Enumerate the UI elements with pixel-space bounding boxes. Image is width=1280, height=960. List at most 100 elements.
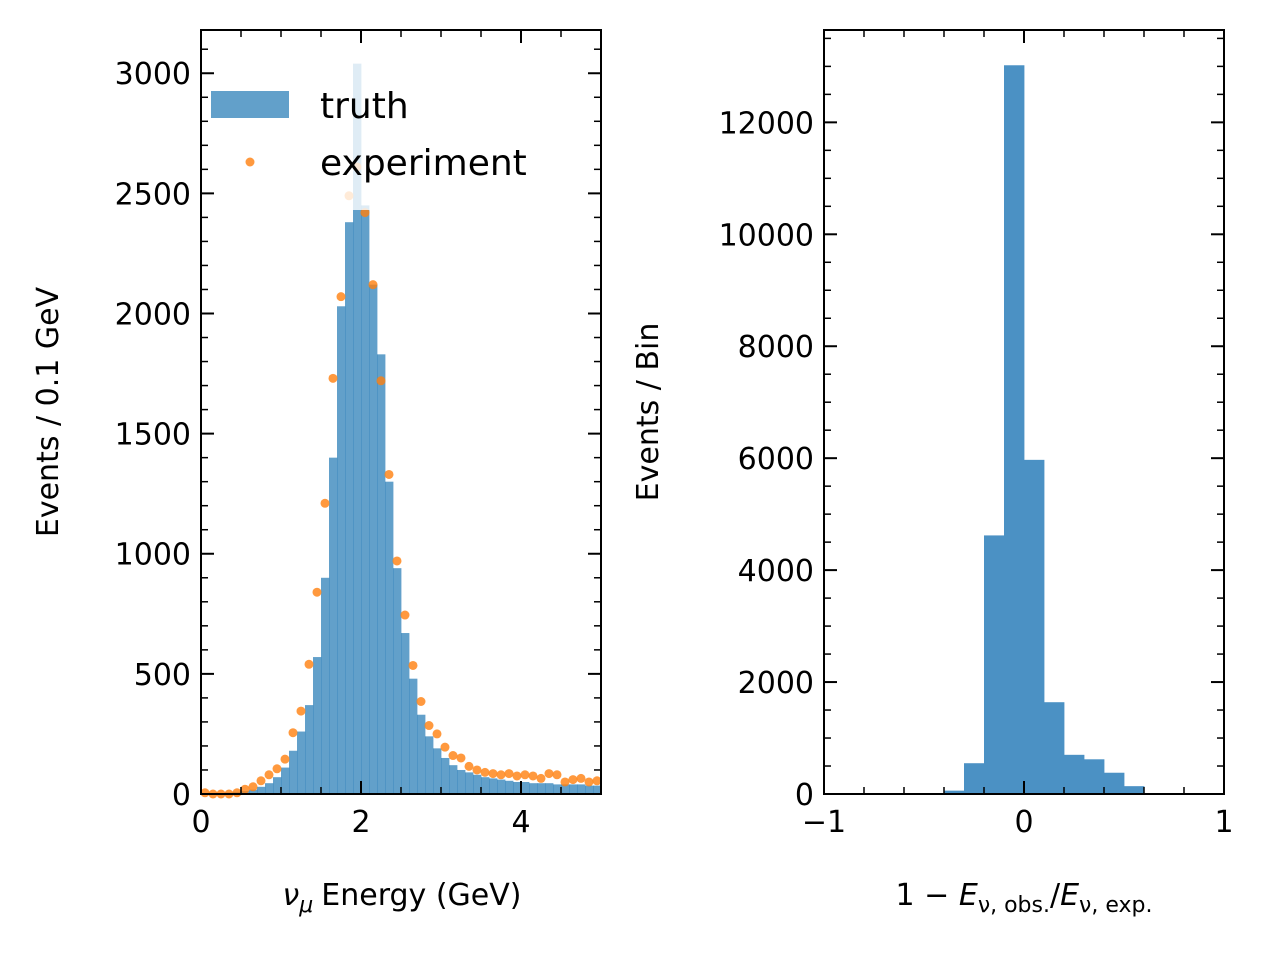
experiment-point xyxy=(360,208,370,218)
truth-bar xyxy=(521,781,530,794)
truth-bar xyxy=(281,767,290,794)
y-tick-label: 4000 xyxy=(738,554,814,589)
truth-bar xyxy=(577,784,586,794)
truth-bar xyxy=(441,757,450,794)
xlabel-lead: 1 − xyxy=(896,878,959,913)
y-tick-label: 1000 xyxy=(115,538,191,573)
experiment-point xyxy=(480,767,490,777)
truth-bar xyxy=(409,678,418,794)
experiment-point xyxy=(592,776,602,786)
experiment-point xyxy=(416,697,426,707)
experiment-point xyxy=(296,706,306,716)
truth-bar xyxy=(473,774,482,794)
experiment-point xyxy=(392,556,402,566)
y-tick-label: 500 xyxy=(134,658,191,693)
truth-bar xyxy=(369,284,378,794)
experiment-point xyxy=(232,788,242,798)
legend-swatch-truth xyxy=(211,91,289,118)
left-ticks: 0 2 4 0 500 1000 1500 2000 2500 3000 xyxy=(115,30,602,840)
truth-bar xyxy=(273,777,282,794)
legend-label-experiment: experiment xyxy=(320,143,527,184)
experiment-point xyxy=(432,729,442,739)
y-tick-label: 0 xyxy=(795,778,814,813)
x-tick-label: 1 xyxy=(1214,805,1233,840)
truth-bar xyxy=(393,568,402,794)
experiment-point xyxy=(528,771,538,781)
truth-bar xyxy=(329,457,338,794)
truth-bar xyxy=(305,705,314,794)
left-y-axis-label: Events / 0.1 GeV xyxy=(31,286,66,537)
truth-bar xyxy=(585,785,594,794)
experiment-point xyxy=(584,777,594,787)
experiment-point xyxy=(304,659,314,669)
truth-histogram xyxy=(201,63,602,795)
experiment-point xyxy=(368,280,378,290)
right-x-axis-label: 1 − Eν, obs./Eν, exp. xyxy=(896,878,1153,918)
legend-label-truth: truth xyxy=(320,86,409,127)
truth-bar xyxy=(345,222,354,794)
experiment-point xyxy=(248,782,258,792)
y-tick-label: 0 xyxy=(172,778,191,813)
residual-bar xyxy=(1044,702,1065,794)
experiment-point xyxy=(328,373,338,383)
experiment-point xyxy=(384,469,394,479)
truth-bar xyxy=(481,777,490,794)
truth-bar xyxy=(553,784,562,794)
y-tick-label: 12000 xyxy=(719,106,814,141)
experiment-point xyxy=(264,770,274,780)
experiment-point xyxy=(240,784,250,794)
truth-bar xyxy=(353,63,362,795)
residual-bar xyxy=(1024,459,1045,794)
xlabel-energy: Energy (GeV) xyxy=(321,878,521,913)
experiment-point xyxy=(400,610,410,620)
truth-bar xyxy=(529,783,538,794)
y-tick-label: 2000 xyxy=(738,666,814,701)
experiment-point xyxy=(256,776,266,786)
residual-bar xyxy=(1124,786,1145,794)
truth-bar xyxy=(297,731,306,794)
truth-bar xyxy=(505,780,514,794)
legend-background xyxy=(203,50,555,210)
truth-bar xyxy=(537,783,546,794)
experiment-point xyxy=(312,587,322,597)
residual-bar xyxy=(1104,772,1125,794)
y-tick-label: 2500 xyxy=(115,177,191,212)
residual-bar xyxy=(964,763,985,794)
legend-marker-experiment xyxy=(245,157,255,167)
experiment-point xyxy=(448,751,458,761)
experiment-point xyxy=(280,754,290,764)
truth-bar xyxy=(433,748,442,794)
xlabel-sub-exp: ν, exp. xyxy=(1079,893,1152,918)
y-tick-label: 8000 xyxy=(738,330,814,365)
residual-histogram xyxy=(944,65,1145,794)
experiment-point xyxy=(576,773,586,783)
xlabel-e-exp: E xyxy=(1060,878,1079,913)
residual-bar xyxy=(944,790,965,794)
truth-bar xyxy=(561,784,570,794)
legend: truth experiment xyxy=(203,50,555,210)
experiment-point xyxy=(504,769,514,779)
right-y-axis-label: Events / Bin xyxy=(631,323,666,502)
truth-bar xyxy=(361,205,370,794)
residual-bar xyxy=(1004,65,1025,794)
truth-bar xyxy=(289,750,298,794)
experiment-point xyxy=(472,765,482,775)
experiment-point xyxy=(440,742,450,752)
experiment-point xyxy=(544,769,554,779)
x-tick-label: 0 xyxy=(1014,805,1033,840)
truth-bar xyxy=(545,783,554,794)
experiment-point xyxy=(512,771,522,781)
experiment-point xyxy=(200,788,210,798)
x-tick-label: −1 xyxy=(802,805,846,840)
truth-bar xyxy=(465,772,474,794)
experiment-point xyxy=(376,376,386,386)
experiment-point xyxy=(272,764,282,774)
y-tick-label: 2000 xyxy=(115,297,191,332)
truth-bar xyxy=(489,778,498,794)
truth-bar xyxy=(257,786,266,794)
truth-bar xyxy=(249,789,258,794)
experiment-point xyxy=(488,769,498,779)
experiment-point xyxy=(456,753,466,763)
